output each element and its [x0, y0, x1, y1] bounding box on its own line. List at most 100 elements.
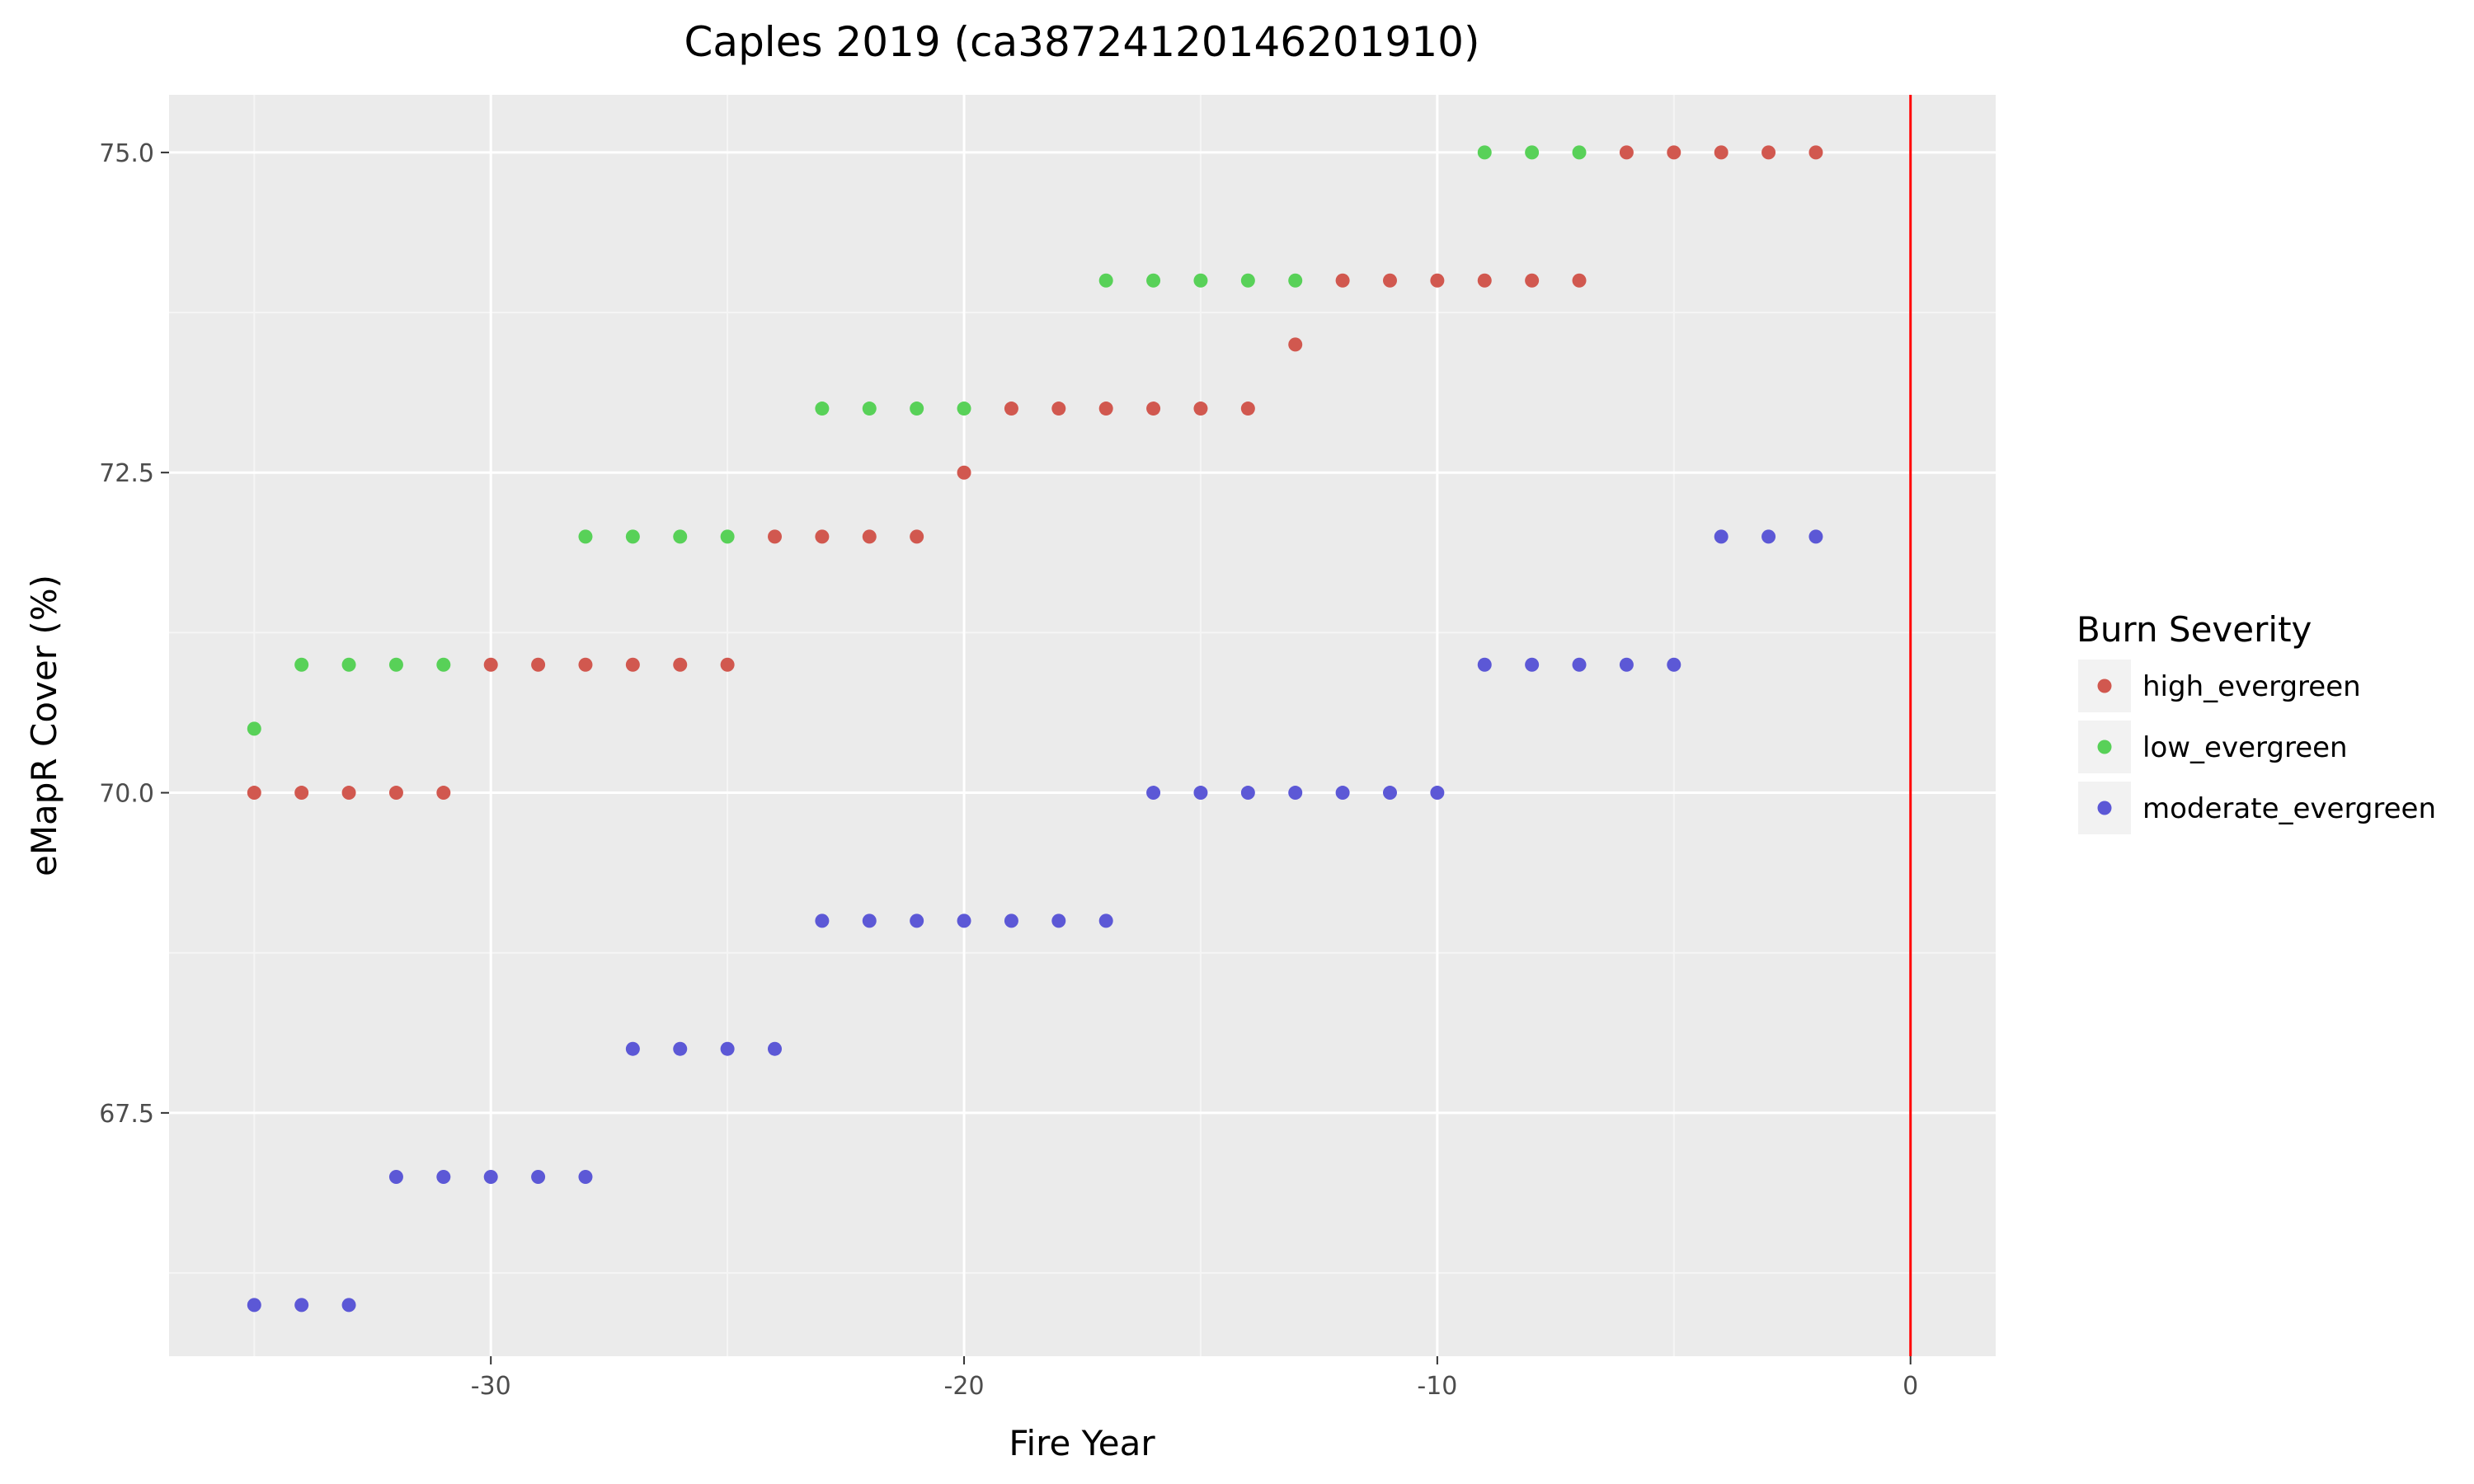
x-tick-label: 0 — [1903, 1372, 1918, 1401]
data-point — [625, 1041, 640, 1056]
data-point — [578, 657, 593, 672]
data-point — [247, 1298, 261, 1313]
data-point — [1288, 337, 1303, 352]
data-point — [625, 529, 640, 544]
data-point — [578, 1170, 593, 1185]
data-point — [1477, 145, 1492, 160]
data-point — [1761, 529, 1776, 544]
legend-marker — [2097, 740, 2112, 754]
data-point — [388, 1170, 403, 1185]
data-points — [247, 145, 1823, 1313]
data-point — [1714, 529, 1729, 544]
legend-label: high_evergreen — [2142, 670, 2361, 703]
legend-label: moderate_evergreen — [2142, 792, 2436, 825]
data-point — [768, 1041, 783, 1056]
data-point — [1288, 273, 1303, 288]
legend-title: Burn Severity — [2077, 609, 2312, 650]
data-point — [1572, 657, 1587, 672]
data-point — [910, 402, 924, 416]
data-point — [1667, 145, 1681, 160]
data-point — [1193, 402, 1208, 416]
data-point — [1808, 529, 1823, 544]
data-point — [1430, 273, 1445, 288]
data-point — [1335, 786, 1350, 801]
y-tick-label: 75.0 — [99, 139, 154, 168]
legend: Burn Severity high_evergreen low_evergree… — [2077, 609, 2436, 834]
data-point — [673, 1041, 688, 1056]
legend-items: high_evergreen low_evergreen moderate_ever… — [2078, 660, 2436, 834]
data-point — [531, 1170, 546, 1185]
data-point — [247, 786, 261, 801]
chart-title: Caples 2019 (ca38724120146201910) — [684, 18, 1480, 66]
data-point — [294, 657, 309, 672]
data-point — [1051, 402, 1066, 416]
data-point — [1240, 786, 1255, 801]
series-moderate_evergreen — [247, 529, 1823, 1313]
data-point — [1477, 657, 1492, 672]
data-point — [294, 786, 309, 801]
data-point — [1240, 273, 1255, 288]
legend-marker — [2097, 679, 2112, 693]
legend-marker — [2097, 801, 2112, 815]
data-point — [341, 786, 356, 801]
data-point — [436, 786, 451, 801]
data-point — [1146, 786, 1161, 801]
data-point — [768, 529, 783, 544]
data-point — [815, 913, 830, 928]
legend-item-moderate_evergreen: moderate_evergreen — [2078, 782, 2436, 834]
data-point — [294, 1298, 309, 1313]
data-point — [1240, 402, 1255, 416]
data-point — [483, 1170, 498, 1185]
data-point — [1761, 145, 1776, 160]
data-point — [436, 657, 451, 672]
data-point — [910, 913, 924, 928]
data-point — [1193, 273, 1208, 288]
plot-panel — [169, 95, 1996, 1356]
data-point — [1525, 657, 1540, 672]
data-point — [483, 657, 498, 672]
grid-minor — [169, 95, 1996, 1356]
data-point — [1525, 145, 1540, 160]
data-point — [625, 657, 640, 672]
data-point — [1146, 273, 1161, 288]
data-point — [1714, 145, 1729, 160]
data-point — [1572, 145, 1587, 160]
data-point — [673, 529, 688, 544]
y-tick-label: 72.5 — [99, 459, 154, 488]
data-point — [1808, 145, 1823, 160]
legend-item-high_evergreen: high_evergreen — [2078, 660, 2361, 712]
data-point — [815, 402, 830, 416]
x-tick-label: -20 — [944, 1372, 985, 1401]
series-high_evergreen — [247, 145, 1823, 801]
data-point — [1098, 913, 1113, 928]
data-point — [862, 402, 877, 416]
data-point — [388, 786, 403, 801]
data-point — [1004, 913, 1018, 928]
data-point — [1051, 913, 1066, 928]
data-point — [1098, 273, 1113, 288]
data-point — [957, 402, 971, 416]
data-point — [720, 529, 735, 544]
data-point — [1430, 786, 1445, 801]
x-tick-label: -30 — [471, 1372, 511, 1401]
x-axis-ticks: -30 -20 -10 0 — [471, 1356, 1918, 1401]
data-point — [1667, 657, 1681, 672]
x-axis-title: Fire Year — [1009, 1423, 1155, 1463]
data-point — [436, 1170, 451, 1185]
data-point — [1193, 786, 1208, 801]
legend-item-low_evergreen: low_evergreen — [2078, 721, 2348, 773]
data-point — [531, 657, 546, 672]
data-point — [1619, 657, 1634, 672]
data-point — [862, 913, 877, 928]
data-point — [1288, 786, 1303, 801]
y-axis-ticks: 67.5 70.0 72.5 75.0 — [99, 139, 169, 1129]
data-point — [1382, 786, 1397, 801]
data-point — [862, 529, 877, 544]
data-point — [1004, 402, 1018, 416]
grid-major — [169, 95, 1996, 1356]
data-point — [815, 529, 830, 544]
y-tick-label: 70.0 — [99, 780, 154, 809]
x-tick-label: -10 — [1417, 1372, 1457, 1401]
data-point — [388, 657, 403, 672]
